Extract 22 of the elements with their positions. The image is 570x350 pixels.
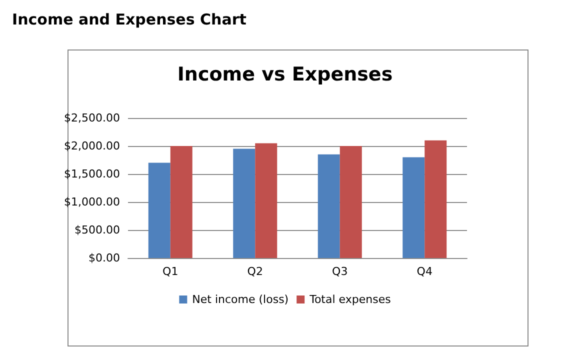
y-tick-label: $2,000.00: [64, 140, 120, 152]
bar: [170, 146, 192, 258]
x-tick-label: Q3: [332, 265, 348, 278]
legend-label: Total expenses: [308, 293, 392, 306]
x-tick-label: Q4: [416, 265, 432, 278]
y-tick-label: $1,500.00: [64, 168, 120, 180]
bar: [255, 143, 278, 258]
bar: [318, 154, 340, 258]
bar: [340, 146, 362, 258]
legend-label: Net income (loss): [192, 293, 289, 306]
x-tick-label: Q1: [162, 265, 178, 278]
y-tick-label: $500.00: [74, 224, 120, 236]
bar: [402, 157, 425, 258]
bar: [148, 162, 170, 258]
bar: [233, 148, 256, 258]
y-tick-label: $0.00: [88, 252, 120, 264]
y-tick-label: $2,500.00: [64, 112, 120, 124]
y-tick-label: $1,000.00: [64, 196, 120, 208]
bar: [424, 140, 447, 258]
chart-title: Income vs Expenses: [177, 64, 393, 86]
text: Income and Expenses Chart: [12, 10, 246, 28]
x-tick-label: Q2: [247, 265, 263, 278]
